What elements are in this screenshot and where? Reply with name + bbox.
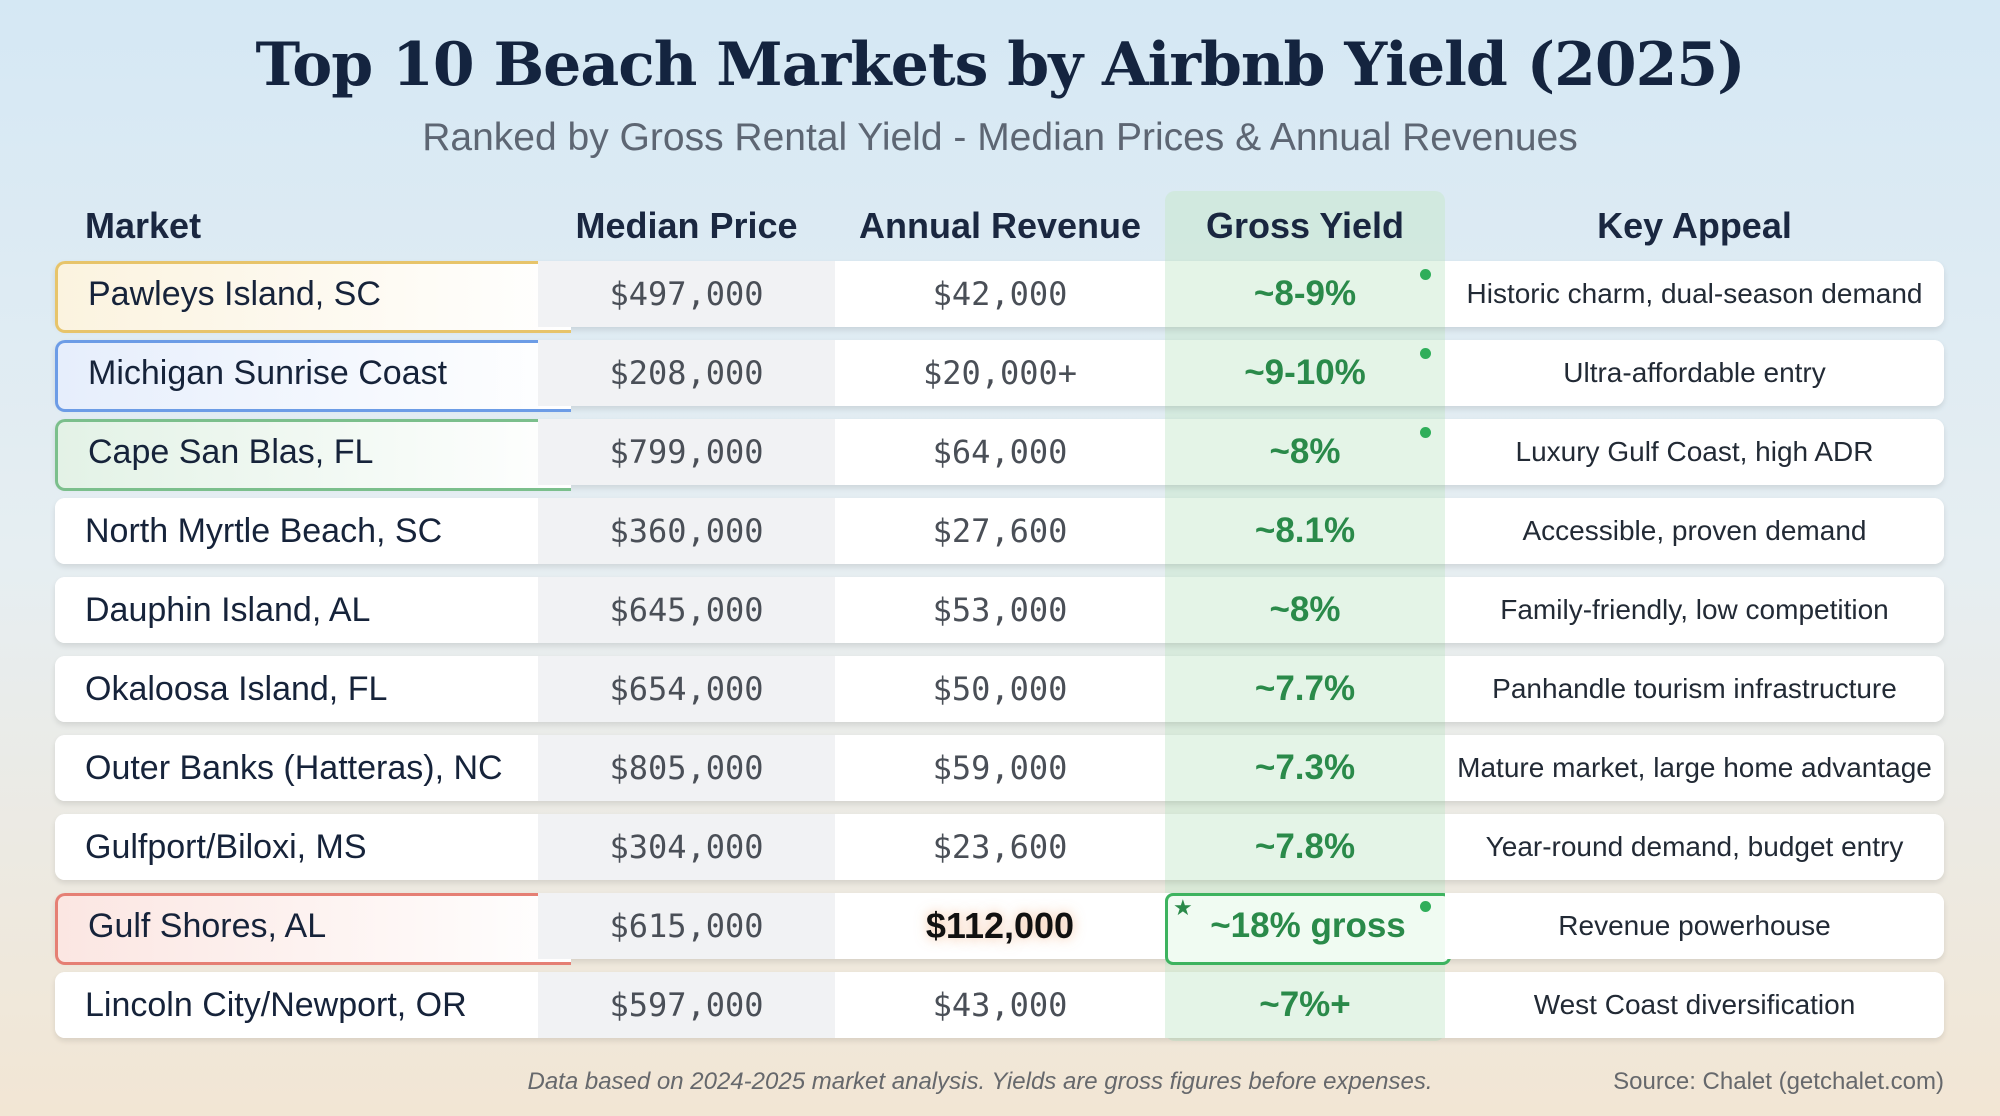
median-price: $799,000 xyxy=(538,419,835,485)
gross-yield: ~7%+ xyxy=(1165,972,1445,1038)
key-appeal: Luxury Gulf Coast, high ADR xyxy=(1445,419,1944,485)
key-appeal: Revenue powerhouse xyxy=(1445,893,1944,959)
status-dot xyxy=(1420,269,1431,280)
key-appeal: West Coast diversification xyxy=(1445,972,1944,1038)
annual-revenue: $53,000 xyxy=(835,577,1165,643)
title: Top 10 Beach Markets by Airbnb Yield (20… xyxy=(255,30,1745,100)
key-appeal: Accessible, proven demand xyxy=(1445,498,1944,564)
gross-yield: ~8-9% xyxy=(1165,261,1445,327)
market: Gulfport/Biloxi, MS xyxy=(55,814,568,880)
table-row: Cape San Blas, FL $799,000 $64,000 ~8% Luxur… xyxy=(55,419,1944,491)
key-appeal: Family-friendly, low competition xyxy=(1445,577,1944,643)
median-price: $497,000 xyxy=(538,261,835,327)
gross-yield: ~7.7% xyxy=(1165,656,1445,722)
key-appeal: Year-round demand, budget entry xyxy=(1445,814,1944,880)
market: Dauphin Island, AL xyxy=(55,577,568,643)
market: Pawleys Island, SC xyxy=(55,261,571,333)
gross-yield: ~8% xyxy=(1165,577,1445,643)
annual-revenue: $23,600 xyxy=(835,814,1165,880)
annual-revenue: $20,000+ xyxy=(835,340,1165,406)
market-header: Market xyxy=(85,205,202,246)
market: North Myrtle Beach, SC xyxy=(55,498,568,564)
status-dot xyxy=(1420,427,1431,438)
table-row: Gulfport/Biloxi, MS $304,000 $23,600 ~7.8% Y… xyxy=(55,814,1944,880)
median-price: $208,000 xyxy=(538,340,835,406)
status-dot xyxy=(1420,348,1431,359)
appeal-header: Key Appeal xyxy=(1597,205,1792,246)
market: Cape San Blas, FL xyxy=(55,419,571,491)
market: Outer Banks (Hatteras), NC xyxy=(55,735,568,801)
star-icon: ★ xyxy=(1173,895,1193,920)
annual-revenue: $42,000 xyxy=(835,261,1165,327)
median-price: $597,000 xyxy=(538,972,835,1038)
market: Okaloosa Island, FL xyxy=(55,656,568,722)
table-row: Outer Banks (Hatteras), NC $805,000 $59,00… xyxy=(55,735,1944,801)
annual-revenue: $43,000 xyxy=(835,972,1165,1038)
footnote: Data based on 2024-2025 market analysis.… xyxy=(527,1068,1433,1095)
median-price: $645,000 xyxy=(538,577,835,643)
gross-yield: ~8.1% xyxy=(1165,498,1445,564)
table-row: North Myrtle Beach, SC $360,000 $27,600 ~8.… xyxy=(55,498,1944,564)
table-row: Gulf Shores, AL $615,000 $112,000 ~18% gros… xyxy=(55,893,1944,965)
gross-yield: ~7.3% xyxy=(1165,735,1445,801)
annual-revenue: $59,000 xyxy=(835,735,1165,801)
key-appeal: Mature market, large home advantage xyxy=(1445,735,1944,801)
yield-header: Gross Yield xyxy=(1205,205,1405,246)
status-dot xyxy=(1420,901,1431,912)
table-row: Lincoln City/Newport, OR $597,000 $43,000 ~… xyxy=(55,972,1944,1038)
market: Michigan Sunrise Coast xyxy=(55,340,571,412)
gross-yield: ~8% xyxy=(1165,419,1445,485)
gross-yield: ~18% gross xyxy=(1165,893,1451,965)
key-appeal: Historic charm, dual-season demand xyxy=(1445,261,1944,327)
subtitle: Ranked by Gross Rental Yield - Median Pr… xyxy=(422,116,1578,159)
key-appeal: Panhandle tourism infrastructure xyxy=(1445,656,1944,722)
median-price: $654,000 xyxy=(538,656,835,722)
table-row: Pawleys Island, SC $497,000 $42,000 ~8-9% Hi… xyxy=(55,261,1944,333)
market: Lincoln City/Newport, OR xyxy=(55,972,568,1038)
annual-revenue: $112,000 xyxy=(835,893,1165,959)
median-price: $615,000 xyxy=(538,893,835,959)
median-price: $360,000 xyxy=(538,498,835,564)
annual-revenue: $27,600 xyxy=(835,498,1165,564)
gross-yield: ~9-10% xyxy=(1165,340,1445,406)
source: Source: Chalet (getchalet.com) xyxy=(1613,1068,1944,1095)
market: Gulf Shores, AL xyxy=(55,893,571,965)
annual-revenue: $64,000 xyxy=(835,419,1165,485)
key-appeal: Ultra-affordable entry xyxy=(1445,340,1944,406)
revenue-header: Annual Revenue xyxy=(858,205,1142,246)
median-price: $805,000 xyxy=(538,735,835,801)
median-price: $304,000 xyxy=(538,814,835,880)
price-header: Median Price xyxy=(575,205,798,246)
table-row: Okaloosa Island, FL $654,000 $50,000 ~7.7% P… xyxy=(55,656,1944,722)
gross-yield: ~7.8% xyxy=(1165,814,1445,880)
table-row: Dauphin Island, AL $645,000 $53,000 ~8% Fami… xyxy=(55,577,1944,643)
table-row: Michigan Sunrise Coast $208,000 $20,000+ ~9… xyxy=(55,340,1944,412)
annual-revenue: $50,000 xyxy=(835,656,1165,722)
